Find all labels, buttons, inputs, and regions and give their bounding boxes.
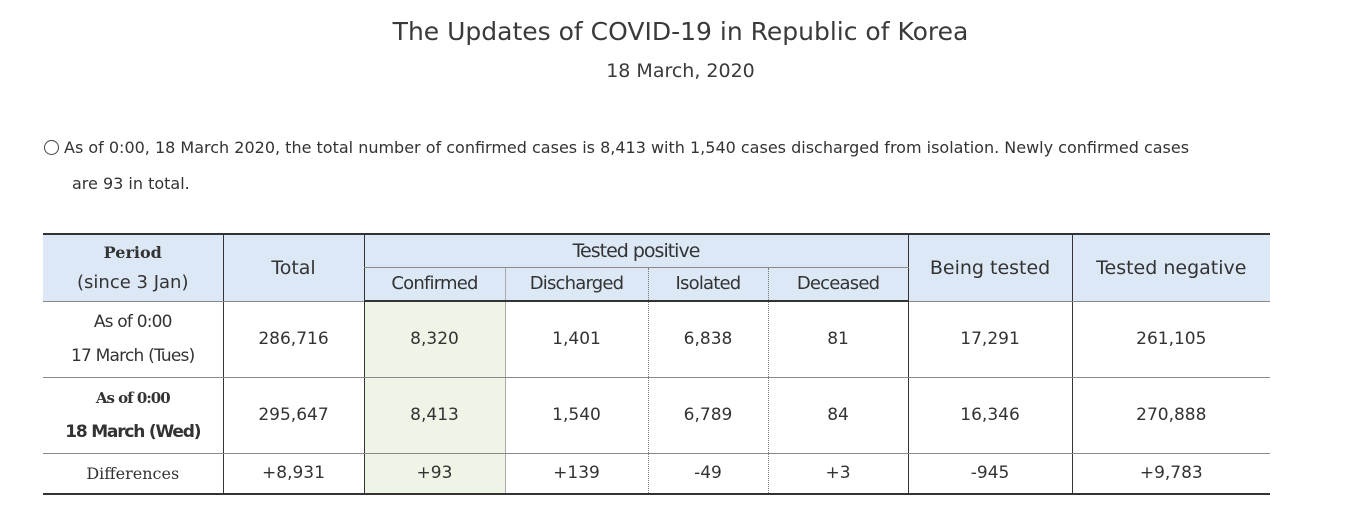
cell-discharged: 1,401 <box>504 301 648 378</box>
table-row: As of 0:00 18 March (Wed) 295,647 8,413 … <box>43 377 1271 454</box>
cell-discharged: +139 <box>504 453 648 495</box>
header-period: Period (since 3 Jan) <box>43 233 223 302</box>
cell-total: +8,931 <box>222 453 364 495</box>
cell-tested-negative: 261,105 <box>1071 301 1271 378</box>
cell-deceased: 81 <box>767 301 909 378</box>
cell-being-tested: 16,346 <box>907 377 1073 454</box>
header-discharged: Discharged <box>504 266 648 302</box>
summary-line-1: As of 0:00, 18 March 2020, the total num… <box>44 130 1332 166</box>
cell-deceased: 84 <box>767 377 909 454</box>
row-period: As of 0:00 18 March (Wed) <box>43 377 223 454</box>
cell-confirmed: +93 <box>363 453 505 495</box>
cell-isolated: 6,789 <box>647 377 768 454</box>
summary-paragraph: As of 0:00, 18 March 2020, the total num… <box>44 130 1332 202</box>
circle-bullet-icon <box>44 140 59 155</box>
header-deceased: Deceased <box>767 266 909 302</box>
cell-discharged: 1,540 <box>504 377 648 454</box>
header-being-tested: Being tested <box>907 233 1073 302</box>
row-period: As of 0:00 17 March (Tues) <box>43 301 223 378</box>
header-tested-positive: Tested positive <box>363 233 909 268</box>
cell-isolated: -49 <box>647 453 768 495</box>
row-period-line1: As of 0:00 <box>95 389 171 407</box>
page-title: The Updates of COVID-19 in Republic of K… <box>392 17 969 46</box>
header-total: Total <box>222 233 364 302</box>
table-row: As of 0:00 17 March (Tues) 286,716 8,320… <box>43 301 1271 378</box>
cell-total: 286,716 <box>222 301 364 378</box>
cell-isolated: 6,838 <box>647 301 768 378</box>
row-period-differences: Differences <box>43 453 223 495</box>
header-tested-negative: Tested negative <box>1071 233 1271 302</box>
cell-total: 295,647 <box>222 377 364 454</box>
covid-stats-table: Period (since 3 Jan) Total Tested positi… <box>43 233 1271 495</box>
header-period-line2: (since 3 Jan) <box>77 271 189 293</box>
cell-confirmed: 8,413 <box>363 377 505 454</box>
cell-being-tested: 17,291 <box>907 301 1073 378</box>
row-period-line2: 18 March (Wed) <box>65 422 201 442</box>
row-period-line2: 17 March (Tues) <box>71 346 195 366</box>
cell-deceased: +3 <box>767 453 909 495</box>
header-isolated: Isolated <box>647 266 768 302</box>
summary-text-1: As of 0:00, 18 March 2020, the total num… <box>64 138 1190 157</box>
page-date: 18 March, 2020 <box>606 60 755 82</box>
table-row: Differences +8,931 +93 +139 -49 +3 -945 … <box>43 453 1271 495</box>
cell-confirmed: 8,320 <box>363 301 505 378</box>
cell-tested-negative: +9,783 <box>1071 453 1271 495</box>
header-period-line1: Period <box>103 242 162 262</box>
header-confirmed: Confirmed <box>363 266 505 302</box>
summary-line-2: are 93 in total. <box>72 174 190 193</box>
cell-being-tested: -945 <box>907 453 1073 495</box>
cell-tested-negative: 270,888 <box>1071 377 1271 454</box>
row-period-line1: As of 0:00 <box>93 312 173 332</box>
